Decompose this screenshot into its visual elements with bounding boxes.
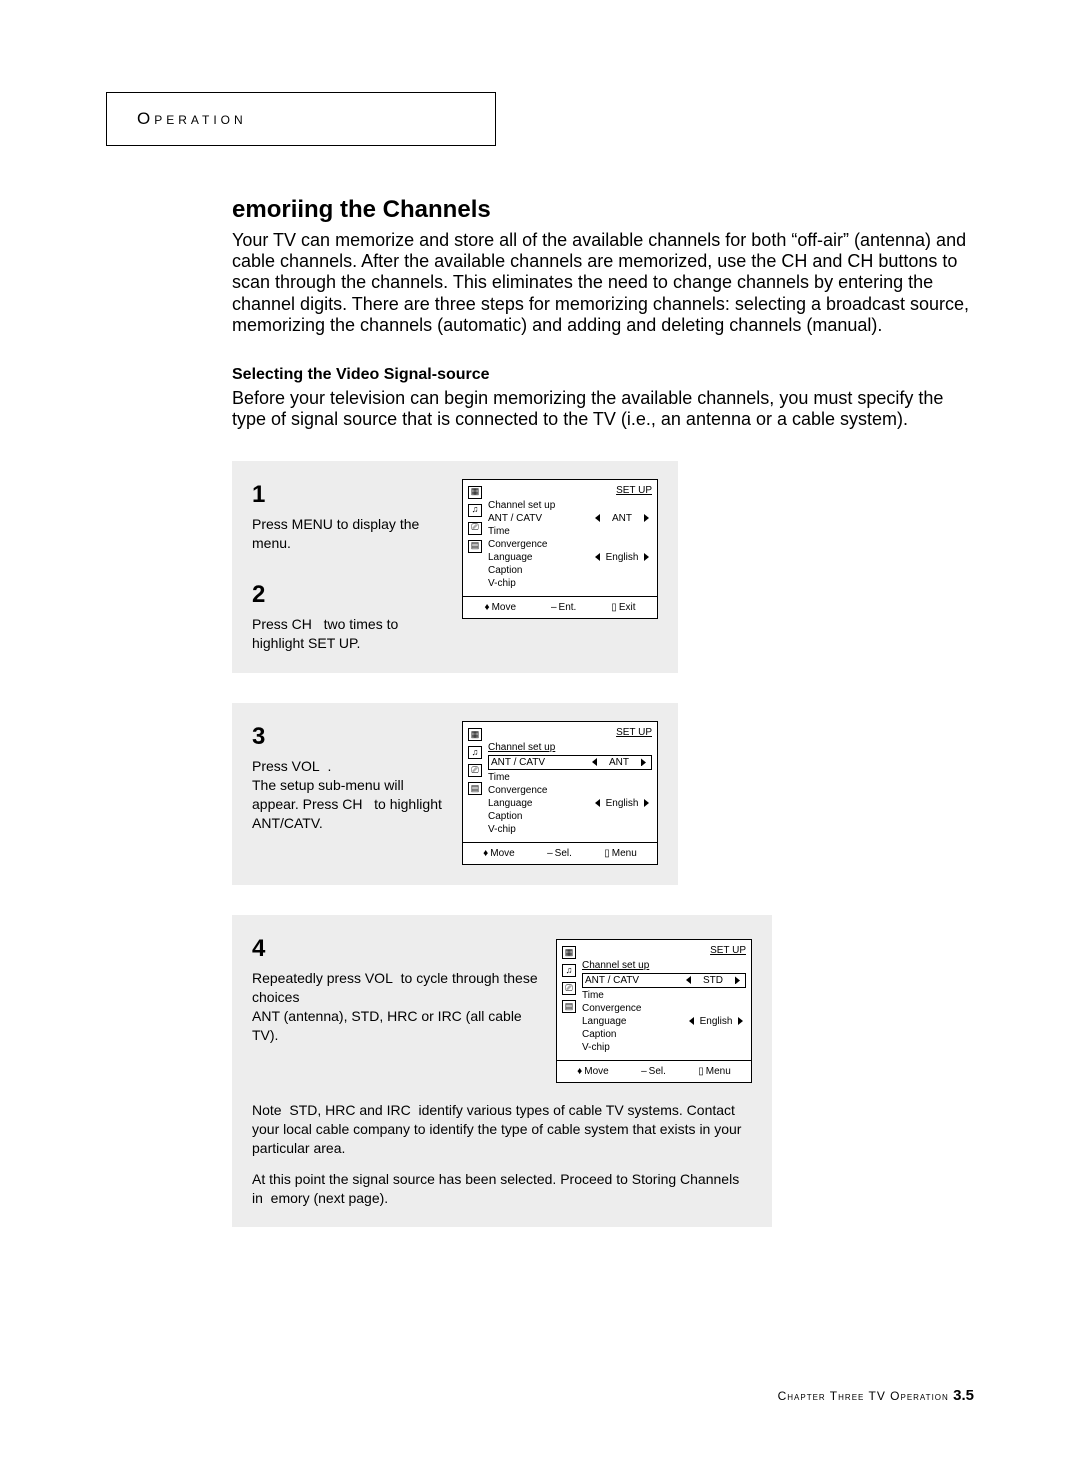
osd-footer-move: Move [492,601,516,614]
sub-intro-paragraph: Before your television can begin memoriz… [232,388,974,430]
osd-footer-menu: Menu [612,847,637,860]
osd-screenshot-3: ▦ ♫ ⎚ ▤ SET UP Channel set up ANT / CATV… [556,939,752,1083]
osd-icon: ♫ [562,964,576,977]
osd-item: Channel set up [488,741,652,754]
osd-value: English [603,551,641,564]
osd-icon: ♫ [468,504,482,517]
osd-item: Time [488,771,652,784]
subheading: Selecting the Video Signal-source [232,366,974,384]
step-block-3: 3 Press VOL . The setup sub-menu will ap… [232,703,678,885]
osd-footer-menu: Menu [706,1065,731,1078]
updown-icon: ♦ [577,1065,582,1078]
osd-item: V-chip [488,577,652,590]
osd-title: SET UP [582,944,746,957]
osd-icon: ▤ [562,1000,576,1013]
step-number-4: 4 [252,933,548,965]
arrow-right-icon [735,976,740,984]
osd-item: Convergence [488,538,652,551]
osd-footer-sel: Sel. [555,847,572,860]
arrow-right-icon [644,553,649,561]
osd-footer-move: Move [584,1065,608,1078]
arrow-left-icon [689,1017,694,1025]
footer-page-number: 3.5 [953,1387,974,1404]
osd-value: English [603,797,641,810]
osd-icon: ⎚ [562,982,576,995]
osd-value: ANT [603,512,641,525]
osd-item: Language [488,551,592,564]
osd-footer-ent: Ent. [559,601,577,614]
osd-screenshot-2: ▦ ♫ ⎚ ▤ SET UP Channel set up ANT / CATV… [462,721,658,865]
osd-item: Caption [488,810,652,823]
osd-footer-exit: Exit [619,601,636,614]
step-number-3: 3 [252,721,454,753]
step-number-2: 2 [252,579,454,611]
osd-icon: ⎚ [468,522,482,535]
osd-item: Channel set up [582,959,746,972]
osd-value: English [697,1015,735,1028]
step-block-4: 4 Repeatedly press VOL to cycle through … [232,915,772,1227]
osd-item: Time [488,525,652,538]
osd-item: Channel set up [488,499,652,512]
osd-value: STD [694,974,732,987]
osd-footer-sel: Sel. [649,1065,666,1078]
osd-title: SET UP [488,726,652,739]
page-title: emoriing the Channels [232,196,974,224]
osd-icon: ▦ [468,728,482,741]
osd-item: V-chip [582,1041,746,1054]
step-text-4: Repeatedly press VOL to cycle through th… [252,969,548,1045]
osd-item: Caption [488,564,652,577]
arrow-right-icon [644,514,649,522]
osd-icon: ▦ [562,946,576,959]
arrow-left-icon [686,976,691,984]
osd-item: ANT / CATV [585,974,683,987]
note-1: Note STD, HRC and IRC identify various t… [252,1101,752,1158]
step-number-1: 1 [252,479,454,511]
osd-icon: ▦ [468,486,482,499]
osd-item: Convergence [488,784,652,797]
osd-icon: ▤ [468,540,482,553]
osd-icon: ♫ [468,746,482,759]
step-block-1-2: 1 Press MENU to display the menu. 2 Pres… [232,461,678,673]
page-footer: Chapter Three TV Operation 3.5 [778,1387,974,1404]
osd-icon: ▤ [468,782,482,795]
osd-item: ANT / CATV [491,756,589,769]
arrow-left-icon [592,758,597,766]
section-header-label: Operation [137,109,247,129]
footer-chapter: Chapter Three TV Operation [778,1389,949,1403]
osd-item: Convergence [582,1002,746,1015]
osd-value: ANT [600,756,638,769]
note-2: At this point the signal source has been… [252,1170,752,1208]
intro-paragraph: Your TV can memorize and store all of th… [232,230,974,336]
arrow-right-icon [644,799,649,807]
step-text-2: Press CH two times to highlight SET UP. [252,615,454,653]
osd-footer-move: Move [490,847,514,860]
osd-item: Caption [582,1028,746,1041]
osd-item: Language [582,1015,686,1028]
osd-screenshot-1: ▦ ♫ ⎚ ▤ SET UP Channel set up ANT / CATV… [462,479,658,619]
arrow-right-icon [641,758,646,766]
arrow-right-icon [738,1017,743,1025]
osd-item: Language [488,797,592,810]
arrow-left-icon [595,553,600,561]
step-text-1: Press MENU to display the menu. [252,515,454,553]
updown-icon: ♦ [484,601,489,614]
arrow-left-icon [595,799,600,807]
osd-item: Time [582,989,746,1002]
osd-item: V-chip [488,823,652,836]
osd-title: SET UP [488,484,652,497]
osd-icon: ⎚ [468,764,482,777]
osd-item: ANT / CATV [488,512,592,525]
step-text-3: Press VOL . The setup sub-menu will appe… [252,757,454,833]
arrow-left-icon [595,514,600,522]
section-header: Operation [106,92,496,146]
updown-icon: ♦ [483,847,488,860]
